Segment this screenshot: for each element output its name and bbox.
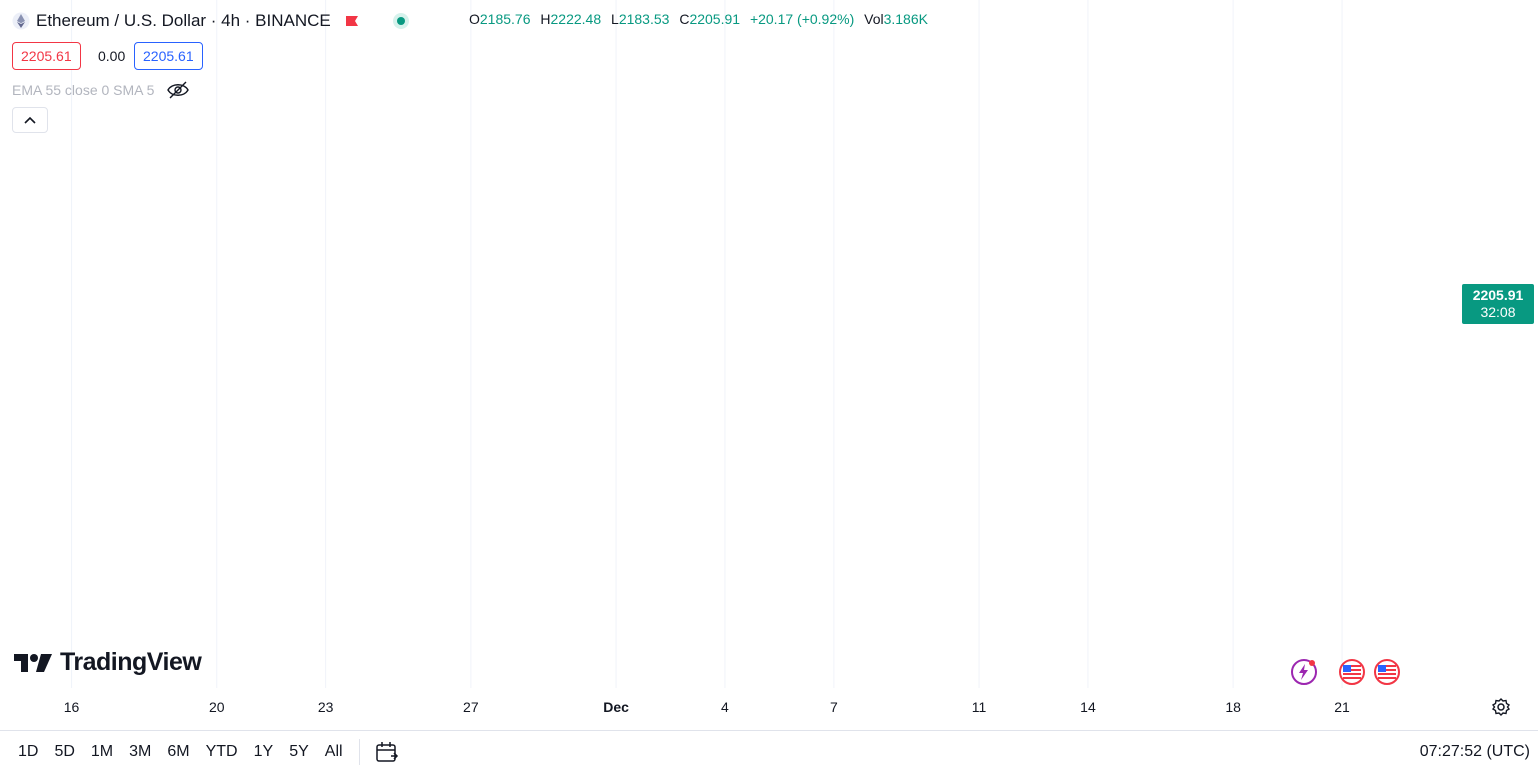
chevron-up-icon — [24, 116, 36, 124]
price-chart[interactable]: 2440.002400.002360.002320.002280.002240.… — [0, 0, 1538, 730]
time-tick-label: 11 — [972, 699, 987, 715]
tradingview-logo[interactable]: TradingView — [14, 648, 202, 677]
time-tick-label: 14 — [1080, 699, 1096, 715]
volume-value: 3.186K — [883, 11, 928, 27]
time-tick-label: 23 — [318, 699, 334, 715]
change-value: +20.17 (+0.92%) — [749, 11, 855, 27]
time-axis[interactable]: 16 20 23 27 Dec 4 7 11 14 18 21 — [64, 699, 1350, 715]
time-tick-label: 4 — [721, 699, 729, 715]
market-open-icon — [392, 13, 409, 29]
open-key: O — [469, 11, 480, 27]
range-selector: 1D 5D 1M 3M 6M YTD 1Y 5Y All — [10, 739, 400, 765]
indicator-label[interactable]: EMA 55 close 0 SMA 5 — [12, 82, 155, 98]
indicator-legend[interactable]: EMA 55 close 0 SMA 5 — [12, 80, 190, 100]
us-flag-event-icon[interactable] — [1373, 658, 1401, 686]
low-key: L — [611, 11, 619, 27]
time-tick-label: 20 — [209, 699, 225, 715]
range-6m[interactable]: 6M — [167, 743, 190, 760]
sell-button[interactable]: 2205.61 — [12, 42, 81, 70]
time-tick-label: 16 — [64, 699, 80, 715]
high-value: 2222.48 — [550, 11, 602, 27]
range-1d[interactable]: 1D — [18, 743, 39, 760]
lightning-event-icon[interactable] — [1290, 658, 1318, 686]
ethereum-icon — [12, 12, 30, 30]
range-5y[interactable]: 5Y — [289, 743, 309, 760]
grid-lines — [71, 0, 1343, 688]
volume-key: Vol — [864, 11, 884, 27]
toolbar-divider — [358, 739, 360, 765]
open-value: 2185.76 — [479, 11, 531, 27]
time-tick-label: 18 — [1225, 699, 1241, 715]
low-value: 2183.53 — [618, 11, 670, 27]
spread-value: 0.00 — [98, 48, 126, 64]
logo-text: TradingView — [60, 648, 202, 676]
range-all[interactable]: All — [324, 743, 343, 760]
time-tick-label: 7 — [830, 699, 838, 715]
high-key: H — [540, 11, 551, 27]
symbol-title[interactable]: Ethereum / U.S. Dollar · 4h · BINANCE — [36, 11, 331, 30]
close-key: C — [679, 11, 690, 27]
range-3m[interactable]: 3M — [129, 743, 152, 760]
last-price-value: 2205.91 — [1472, 287, 1524, 303]
gear-icon[interactable] — [1490, 696, 1512, 718]
time-tick-label: 27 — [463, 699, 479, 715]
symbol-header[interactable]: Ethereum / U.S. Dollar · 4h · BINANCE — [12, 8, 409, 34]
range-ytd[interactable]: YTD — [205, 743, 238, 760]
time-tick-label: 21 — [1334, 699, 1350, 715]
utc-clock[interactable]: 07:27:52 (UTC) — [1419, 743, 1530, 760]
us-flag-event-icon[interactable] — [1338, 658, 1366, 686]
range-1y[interactable]: 1Y — [253, 743, 274, 760]
collapse-legend-button[interactable] — [12, 107, 48, 133]
buy-button[interactable]: 2205.61 — [134, 42, 203, 70]
calendar-icon — [375, 742, 398, 762]
bottom-toolbar: 1D 5D 1M 3M 6M YTD 1Y 5Y All 07:27:52 (U… — [0, 730, 1538, 774]
range-1m[interactable]: 1M — [90, 743, 114, 760]
date-range-button[interactable] — [374, 739, 400, 765]
bar-countdown: 32:08 — [1480, 304, 1516, 320]
ohlc-values: O2185.76 H2222.48 L2183.53 C2205.91 +20.… — [469, 11, 934, 27]
range-5d[interactable]: 5D — [54, 743, 75, 760]
tradingview-logo-icon — [14, 653, 52, 672]
flag-icon[interactable] — [345, 15, 359, 27]
last-price-label: 2205.91 32:08 — [1462, 284, 1534, 324]
time-tick-label: Dec — [603, 699, 629, 715]
eye-hidden-icon[interactable] — [166, 80, 190, 100]
close-value: 2205.91 — [689, 11, 741, 27]
